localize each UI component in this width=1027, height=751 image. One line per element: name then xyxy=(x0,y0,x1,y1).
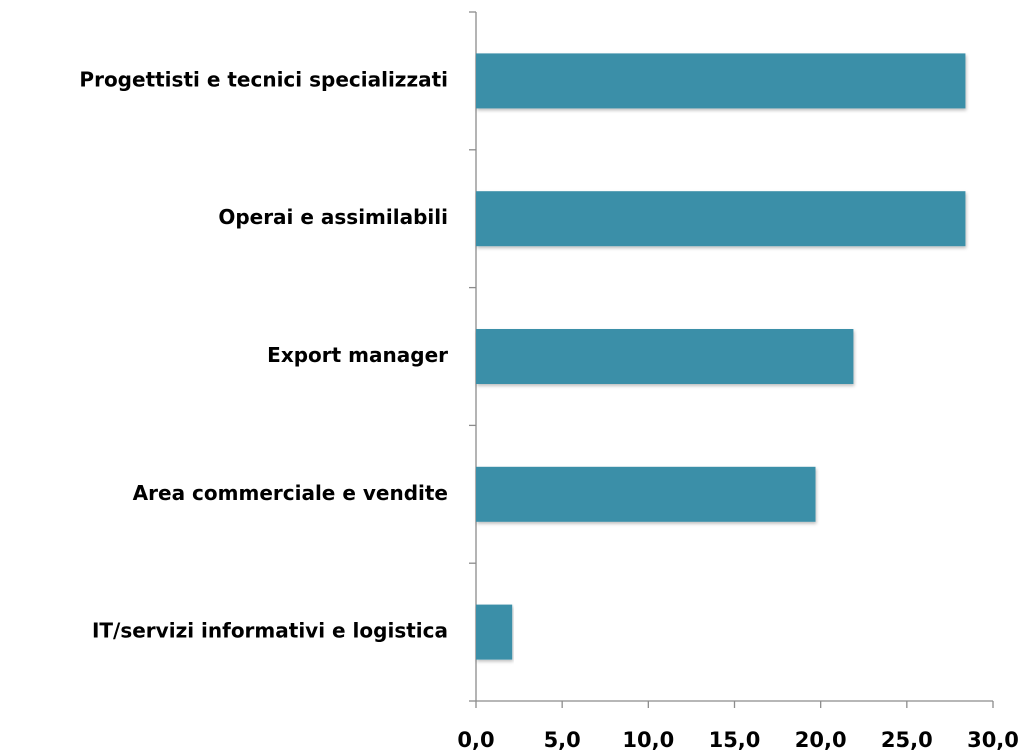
bar xyxy=(476,53,966,109)
bar xyxy=(476,466,816,522)
y-tick-label: Area commerciale e vendite xyxy=(133,481,448,505)
y-tick-label: Progettisti e tecnici specializzati xyxy=(79,67,448,91)
x-tick-label: 20,0 xyxy=(795,728,847,751)
x-tick-label: 30,0 xyxy=(967,728,1019,751)
x-tick-label: 15,0 xyxy=(709,728,761,751)
x-tick-label: 5,0 xyxy=(544,728,581,751)
bar xyxy=(476,604,513,660)
y-tick-label: IT/servizi informativi e logistica xyxy=(92,619,448,643)
bar xyxy=(476,191,966,247)
y-tick-label: Export manager xyxy=(267,343,448,367)
bar xyxy=(476,329,854,384)
x-tick-label: 0,0 xyxy=(457,728,494,751)
x-tick-label: 10,0 xyxy=(622,728,674,751)
x-tick-label: 25,0 xyxy=(881,728,933,751)
y-tick-label: Operai e assimilabili xyxy=(218,205,448,229)
